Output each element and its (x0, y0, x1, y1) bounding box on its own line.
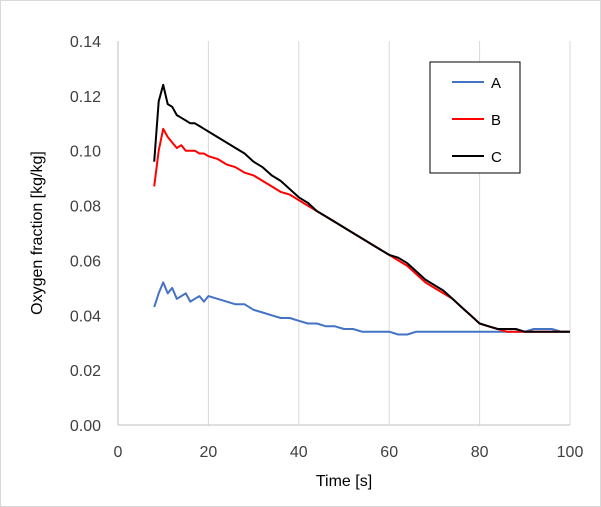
x-axis-title: Time [s] (316, 473, 372, 490)
legend-label-a: A (491, 75, 501, 92)
y-tick-label: 0.02 (70, 363, 101, 380)
y-tick-label: 0.10 (70, 144, 101, 161)
legend-label-c: C (491, 149, 502, 166)
y-tick-label: 0.00 (70, 418, 101, 435)
series-line-c (153, 83, 570, 333)
tick-labels: 0 20 40 60 80 100 0.00 0.02 0.04 0.06 0.08 0.10 0.12… (70, 34, 584, 461)
x-tick-label: 60 (380, 444, 398, 461)
y-tick-label: 0.14 (70, 34, 101, 51)
series-line-a (153, 281, 570, 336)
y-axis-title: Oxygen fraction [kg/kg] (29, 151, 46, 315)
y-tick-label: 0.06 (70, 253, 101, 270)
y-tick-label: 0.08 (70, 199, 101, 216)
x-tick-label: 100 (557, 444, 584, 461)
legend-label-b: B (491, 112, 501, 129)
y-tick-label: 0.04 (70, 308, 101, 325)
series-lines (153, 83, 570, 336)
legend-box (429, 61, 521, 174)
x-tick-label: 80 (471, 444, 489, 461)
axes (117, 41, 570, 426)
legend: A B C (429, 61, 521, 174)
x-tick-label: 40 (290, 444, 308, 461)
x-tick-label: 20 (200, 444, 218, 461)
x-tick-label: 0 (114, 444, 123, 461)
grid-lines (207, 41, 571, 425)
y-tick-label: 0.12 (70, 89, 101, 106)
